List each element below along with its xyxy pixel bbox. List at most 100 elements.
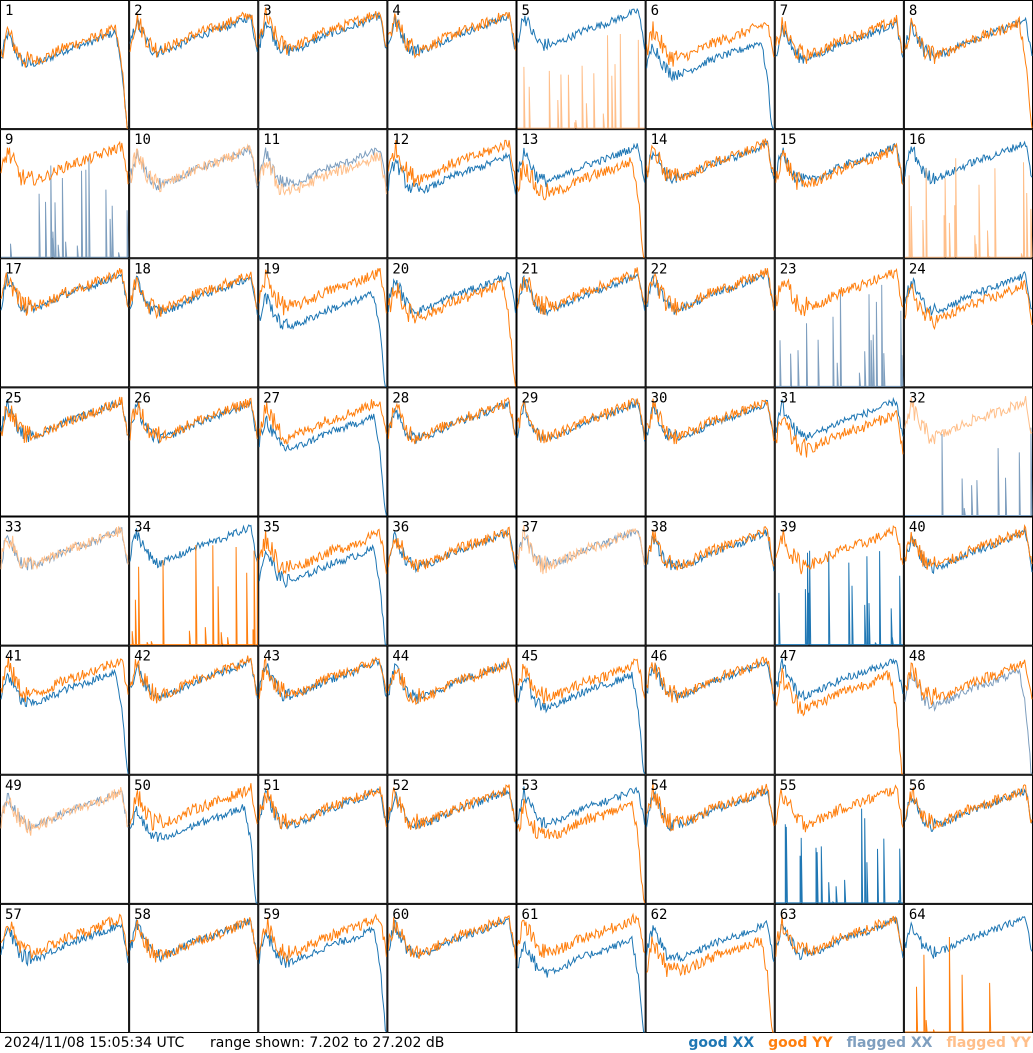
series-flagged-xx	[904, 427, 1033, 516]
panel-54: 54	[645, 774, 775, 904]
panel-49: 49	[0, 774, 130, 904]
panel-frame	[516, 645, 646, 775]
panel-label: 22	[651, 261, 668, 277]
series-good-yy	[130, 545, 258, 646]
panel-label: 52	[392, 778, 409, 794]
series-good-yy	[517, 398, 646, 444]
series-good-yy	[0, 913, 129, 959]
panel-label: 42	[134, 649, 151, 665]
panel-frame	[903, 0, 1033, 130]
series-good-xx	[775, 550, 903, 646]
series-good-yy	[646, 783, 775, 832]
panel-label: 4	[392, 3, 400, 19]
panel-label: 59	[263, 907, 280, 923]
series-good-yy	[904, 523, 1033, 570]
panel-45: 45	[516, 645, 646, 775]
series-good-xx	[258, 12, 387, 56]
panel-frame	[258, 645, 388, 775]
panel-8: 8	[903, 0, 1033, 130]
panel-frame	[258, 903, 388, 1033]
series-good-yy	[0, 140, 129, 186]
panel-label: 11	[263, 132, 280, 148]
panel-56: 56	[903, 774, 1033, 904]
panel-52: 52	[387, 774, 517, 904]
series-good-yy	[904, 15, 1033, 129]
panel-label: 2	[134, 3, 142, 19]
panel-5: 5	[516, 0, 646, 130]
series-good-yy	[387, 657, 516, 706]
series-good-xx	[129, 399, 258, 444]
panel-15: 15	[774, 129, 904, 259]
panel-label: 39	[780, 520, 797, 536]
series-good-yy	[258, 7, 387, 55]
panel-label: 44	[392, 649, 409, 665]
panel-label: 17	[5, 261, 22, 277]
series-flagged-xx	[517, 528, 646, 573]
panel-label: 56	[909, 778, 926, 794]
panel-59: 59	[258, 903, 388, 1033]
panel-frame	[129, 387, 259, 517]
series-good-xx	[517, 786, 646, 829]
panel-frame	[0, 516, 130, 646]
series-good-yy	[646, 398, 775, 445]
panel-label: 14	[651, 132, 668, 148]
series-good-yy	[0, 267, 129, 316]
series-good-yy	[517, 267, 646, 316]
panel-frame	[903, 516, 1033, 646]
panel-37: 37	[516, 516, 646, 646]
panel-label: 51	[263, 778, 280, 794]
panel-label: 10	[134, 132, 151, 148]
series-good-yy	[387, 526, 516, 573]
series-flagged-xx	[775, 284, 904, 387]
panel-3: 3	[258, 0, 388, 130]
series-good-xx	[646, 399, 775, 441]
series-good-yy	[646, 656, 775, 704]
series-good-xx	[388, 660, 516, 704]
series-good-yy	[258, 656, 387, 700]
series-flagged-yy	[0, 786, 129, 836]
series-good-yy	[387, 784, 516, 830]
panel-label: 23	[780, 261, 797, 277]
panel-frame	[774, 903, 904, 1033]
panel-44: 44	[387, 645, 517, 775]
panel-47: 47	[774, 645, 904, 775]
panel-41: 41	[0, 645, 130, 775]
series-good-xx	[646, 42, 774, 129]
panel-label: 36	[392, 520, 409, 536]
series-good-xx	[646, 919, 775, 963]
panel-label: 9	[5, 132, 13, 148]
series-good-yy	[775, 142, 904, 190]
panel-label: 46	[651, 649, 668, 665]
panel-62: 62	[645, 903, 775, 1033]
legend-item: flagged YY	[946, 1035, 1031, 1051]
panel-label: 54	[651, 778, 668, 794]
series-good-yy	[517, 912, 646, 959]
panel-label: 33	[5, 520, 22, 536]
panel-12: 12	[387, 129, 517, 259]
series-good-xx	[258, 290, 387, 387]
panel-label: 32	[909, 390, 926, 406]
series-good-yy	[775, 784, 904, 833]
series-good-xx	[0, 28, 129, 129]
series-good-yy	[775, 525, 904, 575]
panel-label: 40	[909, 520, 926, 536]
panel-frame	[387, 0, 517, 130]
series-good-yy	[775, 915, 904, 957]
panel-label: 41	[5, 649, 22, 665]
panel-label: 48	[909, 649, 926, 665]
series-good-yy	[775, 667, 903, 775]
series-good-yy	[517, 157, 645, 258]
series-good-yy	[646, 21, 775, 67]
panel-53: 53	[516, 774, 646, 904]
series-good-yy	[258, 528, 387, 575]
panel-25: 25	[0, 387, 130, 517]
series-good-yy	[129, 271, 258, 320]
panel-7: 7	[774, 0, 904, 130]
panel-frame	[258, 774, 388, 904]
panel-32: 32	[903, 387, 1033, 517]
series-good-xx	[517, 7, 646, 51]
series-good-xx	[258, 413, 387, 516]
series-good-yy	[258, 786, 387, 829]
series-good-yy	[0, 24, 129, 129]
